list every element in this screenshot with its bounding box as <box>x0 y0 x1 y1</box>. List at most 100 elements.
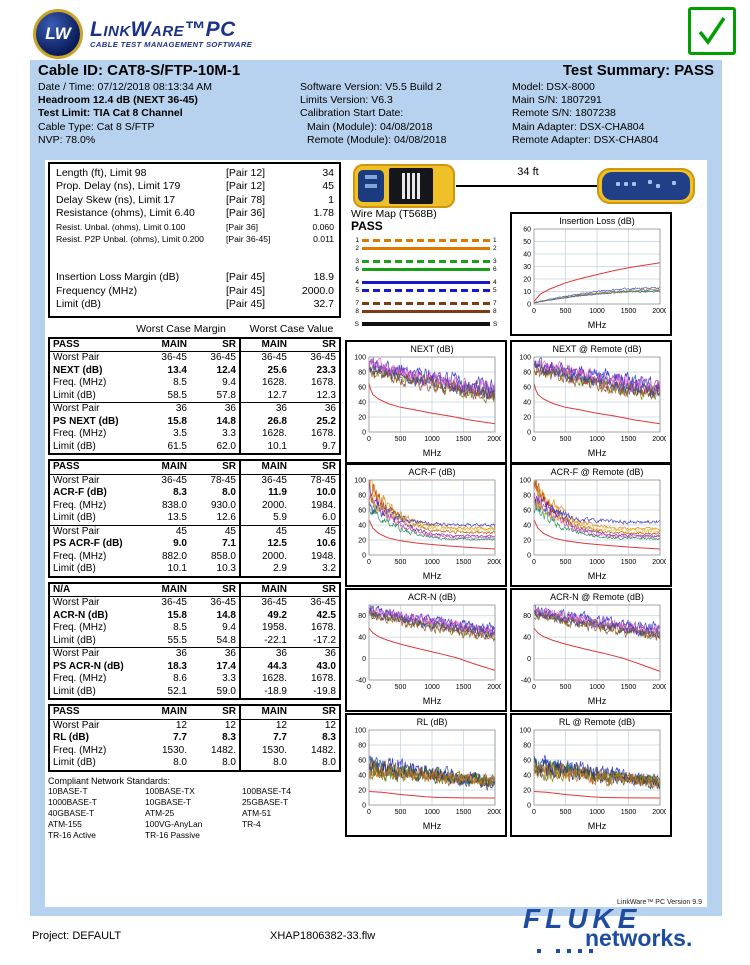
fluke-networks-logo: FLUKE networks. <box>523 905 735 963</box>
header-info-line: Remote S/N: 1807238 <box>512 107 616 120</box>
wire-line <box>362 322 490 326</box>
header-info-line: Headroom 12.4 dB (NEXT 36-45) <box>38 94 198 107</box>
svg-text:1000: 1000 <box>424 684 440 691</box>
svg-text:0: 0 <box>532 436 536 443</box>
result-table: PASS MAIN SR MAIN SR Worst Pair 12 12 12 12 RL (dB… <box>48 704 341 772</box>
svg-text:20: 20 <box>358 538 366 545</box>
svg-text:0: 0 <box>527 430 531 437</box>
svg-text:40: 40 <box>523 252 531 259</box>
svg-text:1500: 1500 <box>456 436 472 443</box>
table-row: PS ACR-F (dB) 9.0 7.1 12.5 10.6 <box>53 538 336 551</box>
table-row: ACR-N (dB) 15.8 14.8 49.2 42.5 <box>53 609 336 623</box>
svg-text:MHz: MHz <box>423 821 442 831</box>
table-row: Worst Pair 36 36 36 36 <box>53 647 336 661</box>
svg-text:1500: 1500 <box>621 436 637 443</box>
svg-text:0: 0 <box>367 436 371 443</box>
table-row: Worst Pair 12 12 12 12 <box>53 719 336 733</box>
table-row: Freq. (MHz) 8.6 3.3 1628. 1678. <box>53 673 336 686</box>
table-row: Freq. (MHz) 8.5 9.4 1958. 1678. <box>53 622 336 635</box>
remote-tester-icon <box>597 168 695 204</box>
svg-text:ACR-N @ Remote (dB): ACR-N @ Remote (dB) <box>550 592 644 602</box>
svg-text:60: 60 <box>358 385 366 392</box>
test-summary: Test Summary: PASS <box>562 62 714 79</box>
svg-text:80: 80 <box>523 370 531 377</box>
svg-text:1500: 1500 <box>621 308 637 315</box>
svg-text:MHz: MHz <box>588 448 607 458</box>
standards-column: 100BASE-T4 25GBASE-T ATM-51 TR-4 <box>242 786 291 829</box>
svg-text:RL (dB): RL (dB) <box>417 717 448 727</box>
svg-text:20: 20 <box>358 788 366 795</box>
table-row: ACR-F (dB) 8.3 8.0 11.9 10.0 <box>53 487 336 500</box>
table-row: Limit (dB) 10.1 10.3 2.9 3.2 <box>49 563 340 577</box>
table-row: Freq. (MHz) 3.5 3.3 1628. 1678. <box>53 428 336 441</box>
svg-text:40: 40 <box>358 400 366 407</box>
svg-text:1500: 1500 <box>456 559 472 566</box>
compliant-standards: Compliant Network Standards: 10BASE-T 100… <box>48 776 341 841</box>
svg-text:500: 500 <box>560 809 572 816</box>
svg-text:0: 0 <box>362 656 366 663</box>
header-info-line: Main Adapter: DSX-CHA804 <box>512 120 645 133</box>
svg-text:ACR-F (dB): ACR-F (dB) <box>409 467 456 477</box>
header-info-line: Limits Version: V6.3 <box>300 94 393 107</box>
svg-text:80: 80 <box>523 743 531 750</box>
pass-checkmark-icon <box>688 7 736 55</box>
wire-line <box>362 246 490 250</box>
table-row: Worst Pair 36 36 36 36 <box>53 402 336 416</box>
svg-text:0: 0 <box>362 803 366 810</box>
svg-text:80: 80 <box>358 493 366 500</box>
svg-text:1000: 1000 <box>589 559 605 566</box>
standards-columns: 10BASE-T 1000BASE-T 40GBASE-T ATM-155 TR-16 … <box>48 786 341 840</box>
wire-line <box>362 259 490 263</box>
header-info-line: Remote Adapter: DSX-CHA804 <box>512 133 659 146</box>
measurement-row: Frequency (MHz) [Pair 45] 2000.0 <box>56 284 334 297</box>
svg-text:2000: 2000 <box>652 684 666 691</box>
linkware-badge-icon: LW <box>33 9 83 59</box>
svg-text:ACR-F @ Remote (dB): ACR-F @ Remote (dB) <box>551 467 644 477</box>
svg-text:1000: 1000 <box>589 684 605 691</box>
measurement-row: Resist. Unbal. (ohms), Limit 0.100 [Pair … <box>56 221 334 232</box>
link-cable-line <box>456 185 597 187</box>
svg-text:MHz: MHz <box>423 448 442 458</box>
table-row: Freq. (MHz) 882.0 858.0 2000. 1948. <box>53 550 336 564</box>
svg-text:MHz: MHz <box>588 696 607 706</box>
svg-text:1000: 1000 <box>589 308 605 315</box>
checkmark-glyph <box>698 17 726 45</box>
svg-text:1500: 1500 <box>621 684 637 691</box>
svg-text:50: 50 <box>523 239 531 246</box>
svg-text:20: 20 <box>523 788 531 795</box>
length-measurements-box: Length (ft), Limit 98 [Pair 12] 34 Prop. De… <box>48 162 341 318</box>
svg-text:Insertion Loss (dB): Insertion Loss (dB) <box>559 216 635 226</box>
svg-text:40: 40 <box>358 635 366 642</box>
svg-text:20: 20 <box>523 538 531 545</box>
wire-line <box>362 280 490 284</box>
svg-text:40: 40 <box>523 523 531 530</box>
table-row: Freq. (MHz) 1530. 1482. 1530. 1482. <box>53 744 336 758</box>
svg-text:2000: 2000 <box>487 559 501 566</box>
result-tables: PASS MAIN SR MAIN SR Worst Pair 36-45 36-45 36-4… <box>48 336 341 772</box>
table-row: Worst Pair 45 45 45 45 <box>53 525 336 539</box>
svg-text:80: 80 <box>358 370 366 377</box>
svg-text:MHz: MHz <box>423 696 442 706</box>
svg-text:40: 40 <box>523 773 531 780</box>
svg-text:RL @ Remote (dB): RL @ Remote (dB) <box>559 717 635 727</box>
svg-text:1000: 1000 <box>424 436 440 443</box>
svg-text:100: 100 <box>519 728 531 735</box>
svg-text:100: 100 <box>354 478 366 485</box>
wire-line <box>362 238 490 242</box>
svg-text:0: 0 <box>532 559 536 566</box>
svg-text:1500: 1500 <box>456 809 472 816</box>
wiremap-status: PASS <box>351 219 383 233</box>
svg-text:80: 80 <box>523 493 531 500</box>
svg-text:-40: -40 <box>521 678 531 685</box>
